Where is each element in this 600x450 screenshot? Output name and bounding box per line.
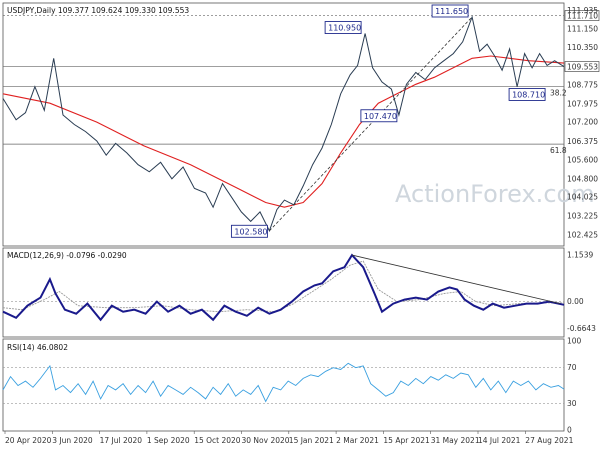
x-tick-label: 27 Aug 2021 xyxy=(525,436,573,445)
price-tick-label: 107.200 xyxy=(567,118,598,127)
macd-panel: 1.1539 0.00 -0.6643 MACD(12,26,9) -0.0796 … xyxy=(2,247,596,338)
annotation-box xyxy=(431,4,469,18)
moving-average-line xyxy=(2,55,565,208)
rsi-tick-label: 30 xyxy=(567,399,577,408)
rsi-panel: 100 70 30 0 RSI(14) 46.0802 xyxy=(2,337,582,435)
price-tick-label: 111.150 xyxy=(567,24,598,33)
annotation-label: 102.580 xyxy=(234,227,267,236)
price-tick-label: 106.375 xyxy=(567,137,598,146)
price-trendline xyxy=(269,16,473,232)
x-tick-label: 20 Apr 2020 xyxy=(5,436,52,445)
annotation-box xyxy=(324,21,362,34)
price-tick-label: 104.800 xyxy=(567,174,598,183)
x-tick-label: 15 Jan 2021 xyxy=(289,436,334,445)
macd-trendline xyxy=(351,254,561,305)
x-tick-label: 14 Jul 2021 xyxy=(478,436,521,445)
price-tick-label: 110.350 xyxy=(567,43,598,52)
annotation-label: 110.950 xyxy=(328,24,361,33)
rsi-tick-label: 0 xyxy=(567,426,572,435)
annotation-box xyxy=(230,224,268,238)
rsi-tick-label: 70 xyxy=(567,363,577,372)
price-level-tag xyxy=(564,10,600,21)
macd-tick-label: 0.00 xyxy=(567,297,584,306)
fib-level-label: 61.8 xyxy=(550,146,567,155)
annotation-label: 108.710 xyxy=(512,90,545,99)
price-panel: ActionForex.com 111.710 109.553 38.2 61.8 1… xyxy=(2,2,600,247)
annotation-box xyxy=(360,109,398,123)
x-tick-label: 15 Apr 2021 xyxy=(383,436,430,445)
price-tick-label: 108.775 xyxy=(567,80,598,89)
price-tick-label: 104.025 xyxy=(567,193,598,202)
x-tick-label: 31 May 2021 xyxy=(431,436,480,445)
x-tick-label: 30 Nov 2020 xyxy=(242,436,290,445)
x-tick-label: 17 Jul 2020 xyxy=(100,436,143,445)
price-level-tag xyxy=(564,61,600,72)
macd-signal-line xyxy=(2,260,564,313)
rsi-line xyxy=(2,362,565,403)
price-panel-title: USDJPY,Daily 109.377 109.624 109.330 109… xyxy=(7,6,189,15)
annotation-label: 107.470 xyxy=(364,112,397,121)
fib-level-label: 38.2 xyxy=(550,89,567,98)
price-panel-frame xyxy=(2,2,565,247)
rsi-panel-frame xyxy=(2,338,565,432)
price-tick-label: 107.975 xyxy=(567,99,598,108)
annotation-label: 111.650 xyxy=(435,7,468,16)
price-tick-label: 111.935 xyxy=(567,6,598,15)
macd-line xyxy=(2,253,565,322)
macd-tick-label: 1.1539 xyxy=(567,250,593,259)
price-tick-label: 105.600 xyxy=(567,155,598,164)
annotation-box xyxy=(508,88,546,101)
x-tick-label: 1 Sep 2020 xyxy=(147,436,190,445)
price-level-tag-label: 111.710 xyxy=(567,12,598,21)
price-tick-label: 103.225 xyxy=(567,212,598,221)
price-line xyxy=(2,15,565,233)
x-tick-label: 2 Mar 2021 xyxy=(336,436,379,445)
macd-panel-frame xyxy=(2,247,565,338)
macd-panel-title: MACD(12,26,9) -0.0796 -0.0290 xyxy=(7,251,127,260)
x-tick-label: 3 Jun 2020 xyxy=(52,436,93,445)
x-tick-label: 15 Oct 2020 xyxy=(194,436,241,445)
rsi-tick-label: 100 xyxy=(567,337,582,346)
rsi-panel-title: RSI(14) 46.0802 xyxy=(7,343,68,352)
watermark: ActionForex.com xyxy=(395,180,595,208)
price-level-tag-label: 109.553 xyxy=(567,63,598,72)
price-tick-label: 102.425 xyxy=(567,231,598,240)
macd-tick-label: -0.6643 xyxy=(567,324,596,333)
